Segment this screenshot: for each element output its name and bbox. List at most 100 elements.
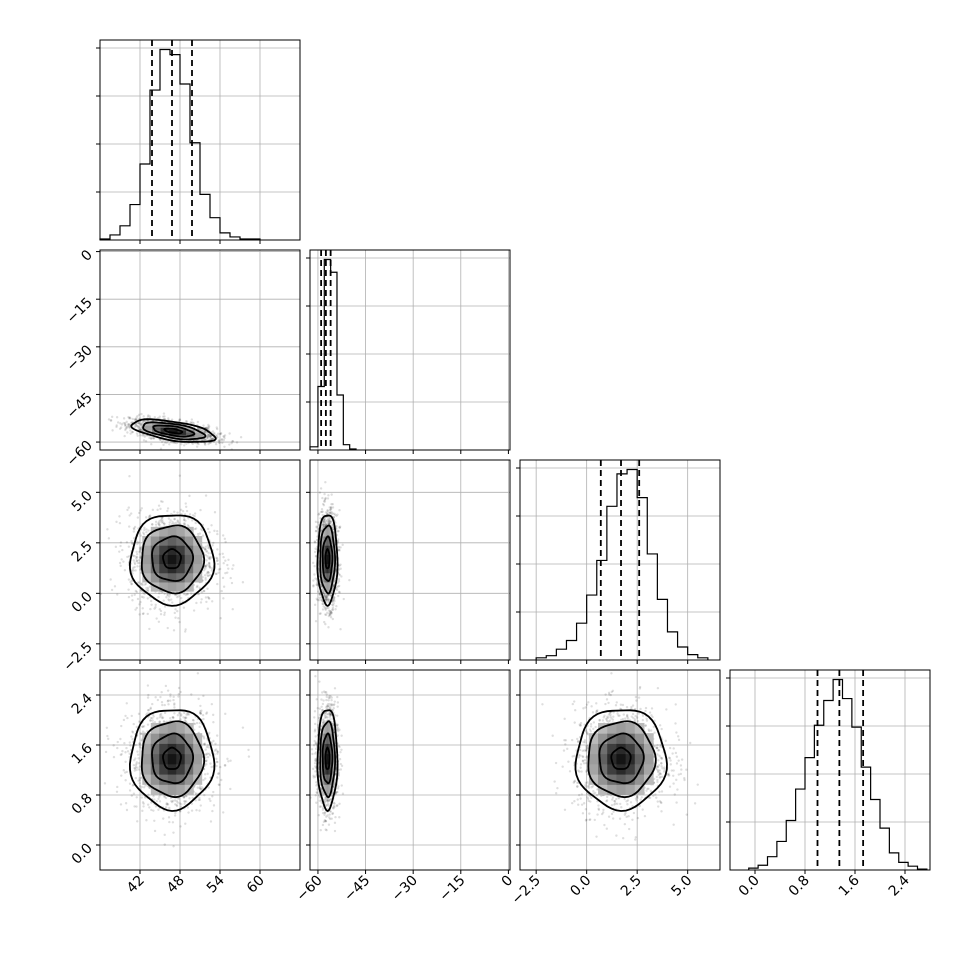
sample-point bbox=[644, 706, 648, 710]
sample-point bbox=[128, 416, 132, 419]
sample-point bbox=[203, 742, 207, 745]
density-cell bbox=[324, 784, 327, 796]
sample-point bbox=[139, 434, 142, 437]
sample-point bbox=[669, 759, 672, 762]
sample-point bbox=[165, 596, 168, 599]
sample-point bbox=[197, 592, 201, 596]
sample-point bbox=[612, 715, 615, 718]
sample-point bbox=[207, 752, 211, 755]
density-cell bbox=[177, 432, 187, 435]
sample-point bbox=[138, 778, 142, 782]
sample-point bbox=[161, 716, 165, 719]
sample-point bbox=[315, 781, 318, 784]
sample-point bbox=[205, 550, 209, 553]
contour-line bbox=[319, 720, 336, 799]
sample-point bbox=[638, 685, 642, 689]
sample-point bbox=[324, 481, 327, 484]
sample-point bbox=[339, 762, 342, 766]
sample-point bbox=[658, 754, 661, 758]
sample-point bbox=[655, 768, 659, 771]
sample-point bbox=[139, 732, 142, 735]
sample-point bbox=[230, 442, 233, 445]
sample-point bbox=[137, 421, 141, 425]
sample-point bbox=[222, 597, 225, 600]
sample-point bbox=[139, 568, 142, 572]
sample-point bbox=[629, 801, 633, 804]
sample-point bbox=[205, 712, 208, 715]
sample-point bbox=[588, 794, 592, 798]
sample-point bbox=[106, 734, 109, 738]
sample-point bbox=[336, 695, 339, 699]
density-cell bbox=[598, 722, 608, 734]
sample-point bbox=[126, 716, 129, 720]
sample-point bbox=[137, 426, 140, 429]
sample-point bbox=[337, 573, 341, 576]
sample-point bbox=[165, 802, 168, 805]
sample-point bbox=[321, 608, 325, 611]
sample-point bbox=[320, 789, 324, 793]
sample-point bbox=[627, 815, 630, 818]
sample-point bbox=[332, 595, 336, 599]
sample-point bbox=[607, 713, 611, 716]
sample-point bbox=[326, 799, 329, 803]
sample-point bbox=[663, 768, 666, 771]
sample-point bbox=[179, 718, 182, 721]
sample-point bbox=[135, 560, 139, 563]
sample-point bbox=[649, 729, 653, 732]
sample-point bbox=[135, 424, 138, 427]
sample-point bbox=[332, 806, 335, 809]
sample-point bbox=[135, 432, 139, 435]
sample-point bbox=[137, 761, 141, 765]
sample-point bbox=[623, 797, 626, 801]
sample-point bbox=[177, 595, 180, 598]
sample-point bbox=[205, 563, 209, 567]
sample-point bbox=[660, 810, 663, 813]
sample-point bbox=[150, 801, 153, 804]
sample-point bbox=[166, 689, 170, 692]
sample-point bbox=[578, 723, 581, 726]
sample-point bbox=[146, 709, 150, 712]
sample-point bbox=[135, 557, 138, 560]
sample-point bbox=[311, 752, 314, 756]
sample-point bbox=[145, 434, 148, 437]
sample-point bbox=[139, 600, 142, 604]
density-cell bbox=[176, 572, 186, 583]
density-cell bbox=[322, 733, 325, 744]
density-cell bbox=[142, 733, 152, 744]
density bbox=[310, 675, 345, 833]
sample-point bbox=[110, 588, 114, 592]
sample-point bbox=[204, 443, 207, 446]
sample-point bbox=[206, 436, 209, 439]
sample-point bbox=[660, 765, 663, 768]
sample-point bbox=[323, 523, 327, 526]
sample-point bbox=[658, 771, 661, 775]
sample-point bbox=[215, 559, 219, 563]
sample-point bbox=[160, 591, 163, 594]
density-cell bbox=[167, 572, 177, 583]
sample-point bbox=[132, 763, 136, 767]
sample-point bbox=[581, 812, 585, 815]
sample-point bbox=[655, 746, 658, 750]
sample-point bbox=[316, 598, 319, 602]
sample-point bbox=[588, 728, 592, 731]
sample-point bbox=[205, 438, 208, 441]
sample-point bbox=[215, 427, 219, 431]
sample-point bbox=[158, 592, 161, 595]
sample-point bbox=[566, 747, 569, 751]
sample-point bbox=[182, 592, 186, 596]
sample-point bbox=[216, 432, 220, 435]
sample-point bbox=[652, 794, 655, 797]
sample-point bbox=[661, 775, 664, 778]
sample-point bbox=[207, 786, 210, 789]
sample-point bbox=[336, 701, 340, 704]
density-cell bbox=[607, 733, 617, 744]
sample-point bbox=[321, 521, 325, 524]
sample-point bbox=[588, 818, 591, 822]
sample-point bbox=[596, 709, 599, 712]
sample-point bbox=[182, 522, 186, 525]
sample-point bbox=[210, 567, 214, 570]
sample-point bbox=[334, 815, 337, 819]
sample-point bbox=[331, 523, 334, 526]
y-tick-label: −45 bbox=[64, 390, 96, 422]
sample-point bbox=[206, 755, 210, 759]
